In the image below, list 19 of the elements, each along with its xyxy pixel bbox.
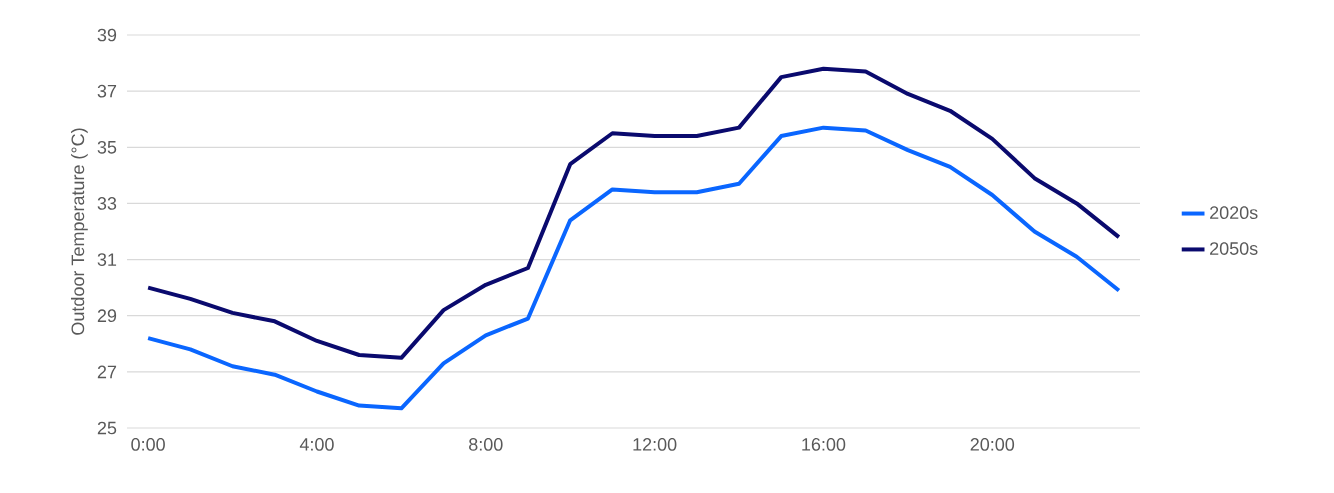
line-series [146, 66, 1121, 360]
y-tick-label: 27 [97, 365, 117, 379]
x-tick-label: 4:00 [299, 438, 334, 451]
y-tick-label: 25 [97, 421, 117, 435]
y-tick-label: 35 [97, 140, 117, 154]
x-tick-label: 20:00 [970, 438, 1015, 451]
legend-label: 2020s [1210, 206, 1258, 219]
y-axis-title: Outdoor Temperature (°C) [71, 128, 88, 335]
line-series [146, 125, 1121, 411]
x-tick-label: 8:00 [469, 438, 503, 451]
y-tick-label: 29 [97, 309, 117, 323]
y-tick-label: 37 [97, 84, 117, 98]
y-tick-label: 39 [97, 28, 117, 42]
x-tick-label: 12:00 [633, 438, 677, 451]
x-tick-label: 16:00 [802, 438, 846, 451]
legend-label: 2050s [1210, 242, 1258, 255]
y-tick-label: 31 [97, 253, 117, 266]
x-tick-label: 0:00 [131, 438, 165, 451]
y-tick-label: 33 [97, 197, 117, 210]
